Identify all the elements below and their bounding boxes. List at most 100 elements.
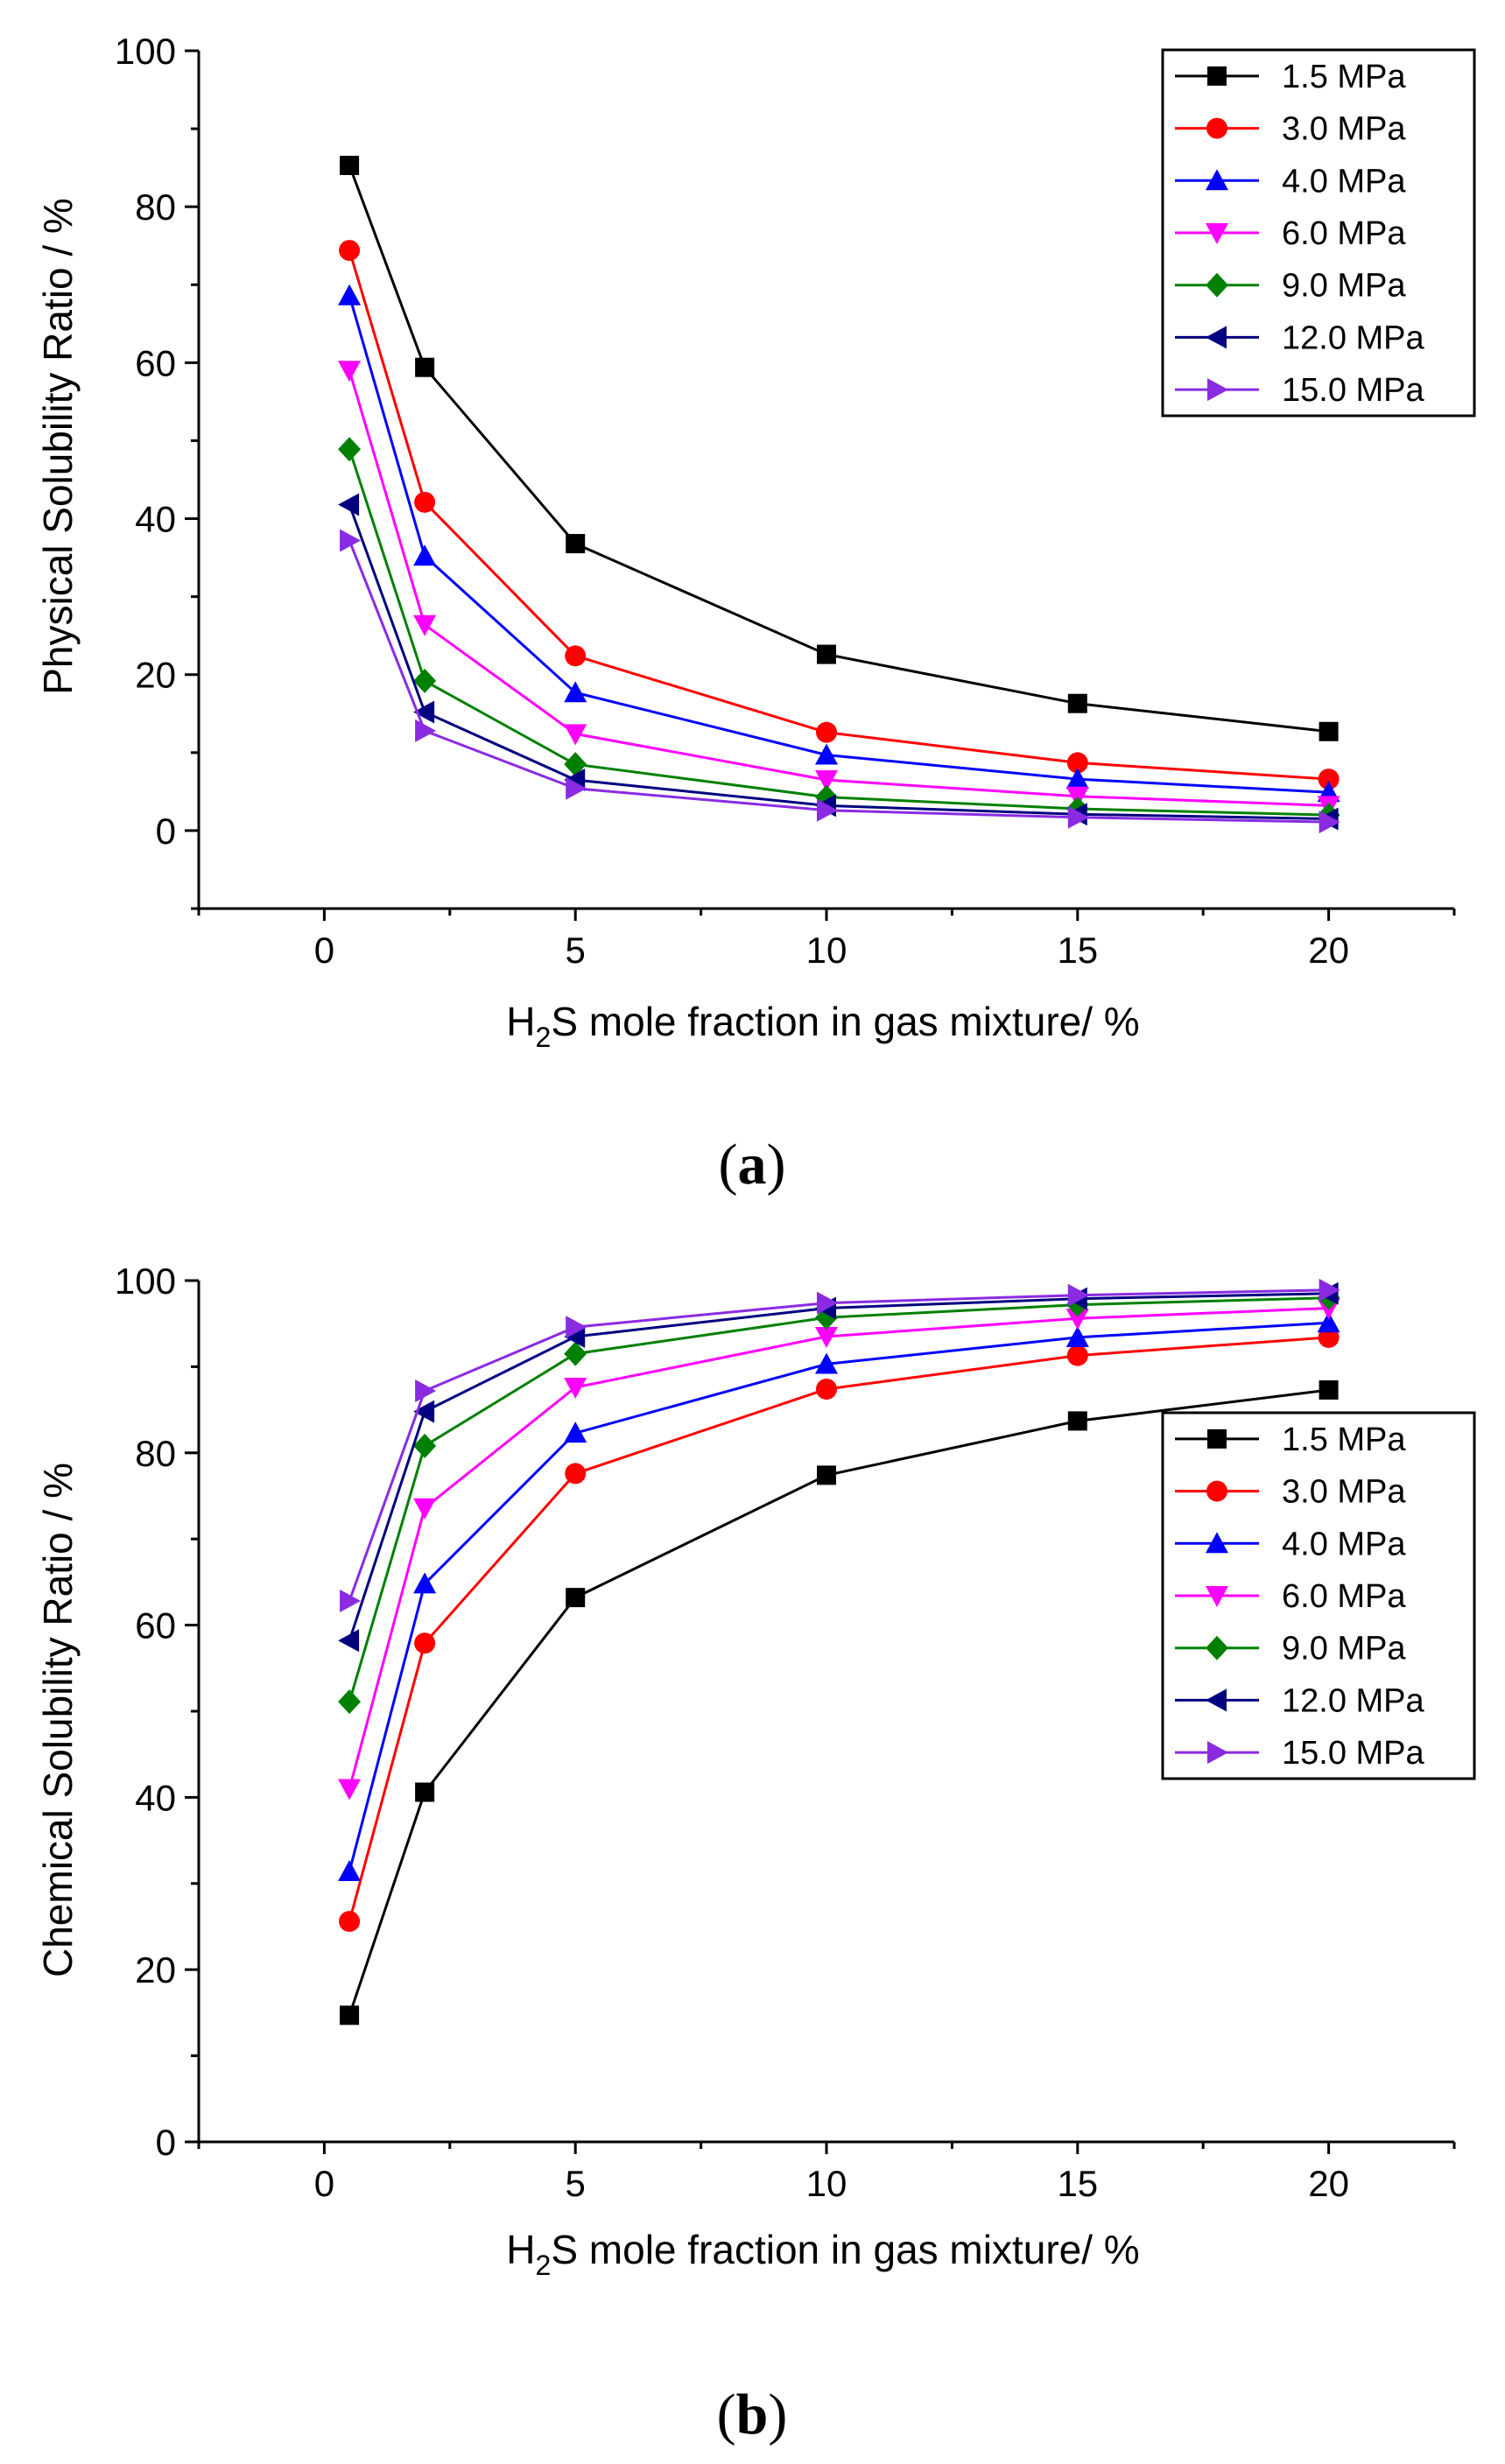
chart-b-series-6	[340, 1278, 1340, 1613]
chart-a-data-point	[564, 681, 587, 703]
chart-b-data-point	[564, 1422, 587, 1443]
chart-b-legend-item: 9.0 MPa	[1175, 1631, 1406, 1667]
chart-b-axes: 0 5 10 15 20 0 20 40 60 80 100	[115, 1260, 1456, 2204]
chart-b-xlabel: H2S mole fraction in gas mixture/ %	[506, 2227, 1139, 2281]
chart-a-data-point	[816, 721, 837, 743]
chart-a-data-point	[340, 155, 360, 175]
chart-a-data-point	[817, 644, 836, 664]
chart-b-series-2	[338, 1311, 1340, 1882]
chart-b-legend-label: 9.0 MPa	[1282, 1631, 1406, 1667]
chart-b-data-point	[338, 1689, 362, 1715]
chart-a-data-point	[413, 544, 437, 566]
chart-a-data-point	[817, 798, 838, 822]
chart-b-y-tick-label: 80	[135, 1433, 176, 1474]
chart-a-legend-item: 4.0 MPa	[1175, 163, 1406, 200]
chart-b-xlabel-subscript: 2	[536, 2250, 552, 2281]
chart-b-data-point	[565, 1463, 587, 1485]
chart-a-x-tick-label: 20	[1308, 930, 1349, 971]
chart-b-legend-label: 1.5 MPa	[1282, 1422, 1406, 1458]
chart-b-series-line-3	[348, 1307, 1329, 1789]
chart-b-series-line-4	[348, 1296, 1329, 1702]
chart-a-series-line-3	[348, 369, 1329, 807]
chart-a-data-point	[566, 776, 587, 800]
chart-b-x-tick-label: 10	[806, 2163, 847, 2204]
chart-a-legend-marker	[1206, 223, 1228, 244]
chart-b-panel-label: (b)	[717, 2383, 788, 2446]
chart-b-ylabel: Chemical Solubility Ratio / %	[35, 1463, 81, 1977]
chart-a-legend-label: 12.0 MPa	[1282, 319, 1425, 356]
chart-b-legend-marker	[1206, 1480, 1227, 1502]
chart-a-data-point	[1319, 811, 1340, 834]
chart-a-legend: 1.5 MPa 3.0 MPa 4.0 MPa 6.0 MPa 9.0 MPa 12.0 …	[1161, 48, 1476, 418]
chart-b-legend-item: 4.0 MPa	[1175, 1526, 1406, 1562]
chart-b-xlabel-suffix: S mole fraction in gas mixture/ %	[551, 2227, 1139, 2272]
chart-a-legend-label: 3.0 MPa	[1282, 111, 1406, 148]
chart-a-series-line-5	[348, 503, 1329, 820]
chart-a-legend-marker	[1207, 378, 1228, 402]
chart-a-data-point	[413, 614, 437, 636]
chart-a-series-line-0	[348, 165, 1329, 734]
chart-b-legend-item: 6.0 MPa	[1175, 1578, 1406, 1615]
chart-b-data-point	[415, 1782, 435, 1802]
chart-a-data-point	[1065, 768, 1089, 790]
chart-a-panel-label-close: )	[767, 1133, 786, 1197]
chart-b-legend-label: 3.0 MPa	[1282, 1474, 1406, 1511]
chart-b-data-point	[817, 1291, 838, 1315]
chart-a-legend-item: 6.0 MPa	[1175, 215, 1406, 252]
chart-a-series-0	[340, 155, 1339, 741]
chart-a-data-point	[413, 668, 437, 693]
chart-a-data-point	[1318, 769, 1340, 790]
chart-a-panel-label: (a)	[719, 1133, 786, 1197]
chart-a-ylabel: Physical Solubility Ratio / %	[35, 198, 81, 695]
chart-a-y-tick-label: 60	[135, 342, 176, 383]
chart-a-xlabel-suffix: S mole fraction in gas mixture/ %	[551, 999, 1139, 1044]
chart-b-series-line-0	[348, 1388, 1329, 2016]
chart-a-legend-item: 9.0 MPa	[1175, 268, 1406, 305]
chart-a-y-tick-label: 0	[156, 811, 176, 852]
chart-a-legend-item: 12.0 MPa	[1175, 319, 1425, 356]
chart-a-data-point	[564, 724, 587, 746]
chart-b-series-line-6	[348, 1288, 1329, 1602]
chart-a-legend-item: 3.0 MPa	[1175, 111, 1406, 148]
chart-b-data-point	[1319, 1278, 1340, 1302]
chart-b-data-point	[1066, 1344, 1088, 1366]
chart-a-series-line-1	[348, 249, 1329, 781]
chart-b-legend-marker	[1206, 1635, 1228, 1660]
chart-a-legend-marker	[1206, 272, 1228, 298]
chart-a-data-point	[1067, 805, 1089, 829]
chart-a-x-tick-label: 10	[806, 930, 847, 971]
chart-b-y-tick-label: 0	[156, 2122, 176, 2163]
chart-b-xlabel-prefix: H	[506, 2227, 535, 2272]
chart-b-legend-marker	[1206, 1586, 1228, 1607]
chart-b-legend-marker	[1207, 1741, 1228, 1765]
chart-a-data-point	[338, 437, 362, 462]
chart-a-legend-label: 1.5 MPa	[1282, 59, 1406, 95]
chart-b-data-point	[1317, 1311, 1340, 1333]
chart-b-data-point	[564, 1378, 587, 1400]
chart-b-data-point	[815, 1352, 838, 1374]
chart-a-legend-marker	[1206, 169, 1228, 191]
chart-a-data-point	[339, 240, 361, 262]
chart-b-data-point	[817, 1465, 836, 1485]
chart-a-series-line-2	[348, 295, 1329, 794]
chart-a-series-group	[338, 155, 1340, 834]
chart-a-legend-marker	[1206, 326, 1227, 349]
chart-a: Physical Solubility Ratio / % H2S mole f…	[35, 31, 1476, 1197]
chart-b-data-point	[414, 1632, 436, 1654]
chart-b-data-point	[413, 1572, 437, 1594]
chart-b-legend-marker	[1207, 1429, 1227, 1449]
chart-a-xlabel-subscript: 2	[536, 1021, 552, 1053]
chart-a-data-point	[815, 743, 838, 765]
chart-b-data-point	[340, 1590, 362, 1613]
chart-b-legend-label: 4.0 MPa	[1282, 1526, 1406, 1562]
chart-b-data-point	[413, 1433, 437, 1458]
chart-b-data-point	[339, 1911, 361, 1933]
chart-a-axes: 0 5 10 15 20 0 20 40 60 80 100	[115, 31, 1456, 971]
chart-b-panel-label-open: (	[717, 2383, 736, 2446]
chart-a-data-point	[1319, 721, 1339, 741]
chart-b-legend-item: 1.5 MPa	[1175, 1422, 1406, 1458]
chart-a-x-tick-label: 0	[314, 930, 334, 971]
chart-b-legend-label: 6.0 MPa	[1282, 1578, 1406, 1615]
chart-b-legend-label: 15.0 MPa	[1282, 1735, 1425, 1772]
chart-a-panel-label-open: (	[719, 1133, 738, 1197]
